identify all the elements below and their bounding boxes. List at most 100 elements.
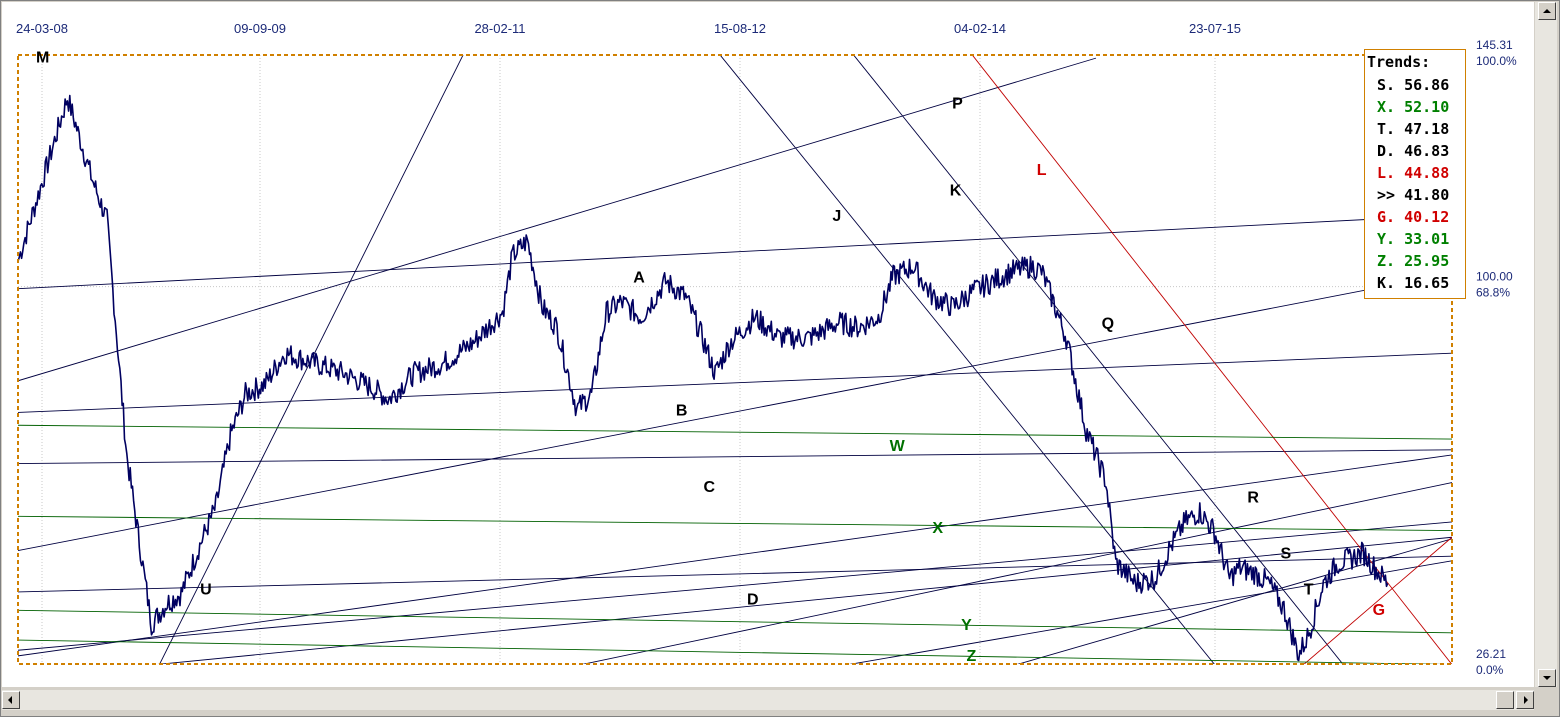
y-tick-labels: 145.31 100.0% 100.00 68.8% 26.21 0.0%: [1476, 38, 1517, 677]
x-tick-label: 15-08-12: [714, 21, 766, 36]
legend-item-label: G.: [1377, 208, 1405, 226]
legend-item-label: D.: [1377, 142, 1405, 160]
annotation-label: L: [1037, 162, 1047, 179]
annotation-label: A: [633, 269, 645, 286]
annotation-label: G: [1373, 602, 1385, 619]
legend-item-value: 16.65: [1404, 274, 1450, 292]
trend-line: [157, 536, 1452, 664]
trend-line: [18, 272, 1452, 551]
legend-item: G. 40.12: [1377, 206, 1449, 228]
annotation-label: K: [950, 183, 962, 200]
annotation-label: D: [747, 592, 759, 609]
annotation-label: X: [932, 520, 943, 537]
legend-item-value: 25.95: [1404, 252, 1450, 270]
legend-title: Trends:: [1367, 53, 1431, 71]
x-tick-label: 24-03-08: [16, 21, 68, 36]
legend-item: X. 52.10: [1377, 96, 1449, 118]
annotation-label: B: [676, 402, 688, 419]
trend-lines: [18, 55, 1452, 664]
legend-item-value: 41.80: [1404, 186, 1450, 204]
legend-item-value: 47.18: [1404, 120, 1450, 138]
trend-line: [18, 214, 1452, 290]
trend-line: [18, 515, 1452, 532]
trend-line: [1017, 538, 1452, 664]
legend: Trends: S. 56.86 X. 52.10 T. 47.18 D. 46.83…: [1364, 49, 1466, 299]
scroll-thumb[interactable]: [1496, 691, 1514, 709]
legend-item-label: X.: [1377, 98, 1405, 116]
price-series: [18, 94, 1389, 662]
arrow-right-icon[interactable]: [1516, 691, 1534, 709]
annotation-label: R: [1247, 489, 1259, 506]
legend-item-value: 56.86: [1404, 76, 1450, 94]
annotation-label: P: [952, 96, 963, 113]
trend-line: [18, 639, 1446, 664]
trend-line: [18, 449, 1452, 465]
x-tick-label: 09-09-09: [234, 21, 286, 36]
trend-line: [849, 560, 1452, 664]
plot-frame: [17, 54, 1453, 665]
legend-item-label: L.: [1377, 164, 1405, 182]
x-tick-label: 23-07-15: [1189, 21, 1241, 36]
annotation-label: Q: [1102, 315, 1114, 332]
legend-item-label: Y.: [1377, 230, 1405, 248]
legend-item: Z. 25.95: [1377, 250, 1449, 272]
arrow-down-icon[interactable]: [1538, 669, 1556, 687]
trend-line: [18, 424, 1452, 440]
legend-item: Y. 33.01: [1377, 228, 1449, 250]
trend-line: [719, 55, 1215, 664]
legend-item: L. 44.88: [1377, 162, 1449, 184]
legend-item: K. 16.65: [1377, 272, 1449, 294]
chart-area: 24-03-08 09-09-09 28-02-11 15-08-12 04-02-14…: [2, 2, 1534, 687]
annotation-label: S: [1281, 546, 1292, 563]
annotation-label: T: [1304, 581, 1314, 598]
legend-item-value: 44.88: [1404, 164, 1450, 182]
trend-line: [18, 57, 1097, 382]
vertical-scrollbar[interactable]: [1535, 2, 1557, 687]
plot-frame-rect: [17, 54, 1453, 665]
y-tick-percent: 100.0%: [1476, 54, 1517, 68]
y-tick-value: 26.21: [1476, 647, 1506, 661]
trend-line: [18, 609, 1452, 634]
annotation-label: M: [36, 50, 49, 67]
legend-item-label: T.: [1377, 120, 1405, 138]
legend-item-value: 46.83: [1404, 142, 1450, 160]
y-tick-percent: 0.0%: [1476, 663, 1504, 677]
annotation-label: Y: [961, 617, 972, 634]
price-line: [18, 94, 1389, 662]
trend-line: [18, 521, 1452, 651]
y-tick-value: 145.31: [1476, 38, 1513, 52]
legend-item-label: K.: [1377, 274, 1405, 292]
trend-line: [582, 482, 1452, 664]
legend-item-value: 33.01: [1404, 230, 1450, 248]
annotation-label: W: [890, 438, 906, 455]
trend-line: [18, 555, 1452, 593]
legend-item-label: >>: [1377, 186, 1405, 204]
horizontal-scrollbar[interactable]: [2, 690, 1534, 710]
annotations: M P L K J A Q B W C R X S U T D G YZ: [36, 50, 1385, 665]
annotation-label: U: [200, 581, 212, 598]
legend-item: D. 46.83: [1377, 140, 1449, 162]
arrow-up-icon[interactable]: [1538, 2, 1556, 20]
trend-line: [18, 454, 1452, 657]
legend-item-value: 40.12: [1404, 208, 1450, 226]
x-tick-label: 28-02-11: [474, 21, 525, 36]
y-tick-value: 100.00: [1476, 270, 1513, 284]
annotation-label: Z: [966, 648, 976, 665]
x-tick-labels: 24-03-08 09-09-09 28-02-11 15-08-12 04-02-14…: [16, 21, 1241, 36]
y-tick-percent: 68.8%: [1476, 286, 1510, 300]
legend-item: S. 56.86: [1377, 74, 1449, 96]
legend-item-label: Z.: [1377, 252, 1405, 270]
legend-item-label: S.: [1377, 76, 1405, 94]
trend-line: [971, 55, 1452, 664]
x-tick-label: 04-02-14: [954, 21, 1006, 36]
trend-line: [18, 352, 1452, 413]
annotation-label: J: [832, 208, 841, 225]
trend-line: [1303, 536, 1452, 664]
legend-item: T. 47.18: [1377, 118, 1449, 140]
arrow-left-icon[interactable]: [2, 691, 20, 709]
chart-svg: 24-03-08 09-09-09 28-02-11 15-08-12 04-02-14…: [16, 21, 1517, 677]
grid: [18, 55, 1452, 664]
trend-line: [853, 55, 1344, 664]
annotation-label: C: [704, 479, 716, 496]
